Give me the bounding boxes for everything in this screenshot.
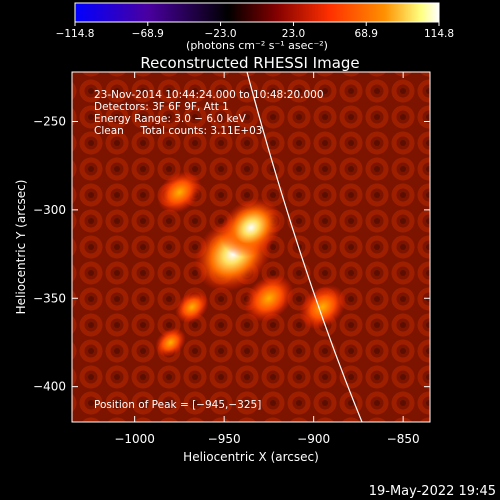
x-tick-label: −1000 [114,432,155,446]
x-tick-label: −900 [297,432,330,446]
annotation-energy-range: Energy Range: 3.0 − 6.0 keV [94,113,247,125]
annotation-clean-counts: Clean Total counts: 3.11E+03 [94,125,263,137]
colorbar-tick-label: −23.0 [204,28,236,40]
plot-frame [71,71,431,423]
solar-limb [246,72,363,422]
colorbar-ticks: −114.8 −68.9 −23.0 23.0 68.9 114.8 [56,22,454,40]
y-tick-label: −300 [33,203,66,217]
x-tick-label: −850 [387,432,420,446]
source-blob-4 [299,284,346,330]
peak-position-label: Position of Peak = [−945,−325] [94,399,261,411]
y-tick-label: −250 [33,114,66,128]
sources-layer [155,171,346,358]
footer-timestamp: 19-May-2022 19:45 [369,484,496,499]
source-blob-3 [244,274,294,322]
source-blob-2 [157,171,202,214]
colorbar-unit-label: (photons cm⁻² s⁻¹ asec⁻²) [186,39,328,52]
colorbar-tick-label: 68.9 [355,28,378,40]
source-blob-1 [220,198,282,258]
image-area [72,72,430,422]
annotation-detectors: Detectors: 3F 6F 9F, Att 1 [94,101,229,113]
colorbar-gradient [74,2,440,23]
source-blob-6 [155,327,186,358]
y-tick-label: −400 [33,380,66,394]
colorbar-tick-label: 23.0 [282,28,305,40]
x-axis: −1000 −950 −900 −850 [114,72,420,446]
annotation-time-range: 23-Nov-2014 10:44:24.000 to 10:48:20.000 [94,89,324,101]
x-axis-label: Heliocentric X (arcsec) [183,450,319,464]
chart-title: Reconstructed RHESSI Image [140,54,359,72]
colorbar-tick-label: −114.8 [56,28,95,40]
source-blob-5 [175,291,209,323]
annotation-block: 23-Nov-2014 10:44:24.000 to 10:48:20.000… [94,89,324,137]
colorbar-tick-label: 114.8 [424,28,454,40]
colorbar-tick-label: −68.9 [132,28,164,40]
y-tick-label: −350 [33,291,66,305]
y-axis-label: Heliocentric Y (arcsec) [14,180,28,315]
y-axis: −250 −300 −350 −400 [33,114,430,394]
x-tick-label: −950 [208,432,241,446]
colorbar: −114.8 −68.9 −23.0 23.0 68.9 114.8 (photons c… [56,2,454,52]
